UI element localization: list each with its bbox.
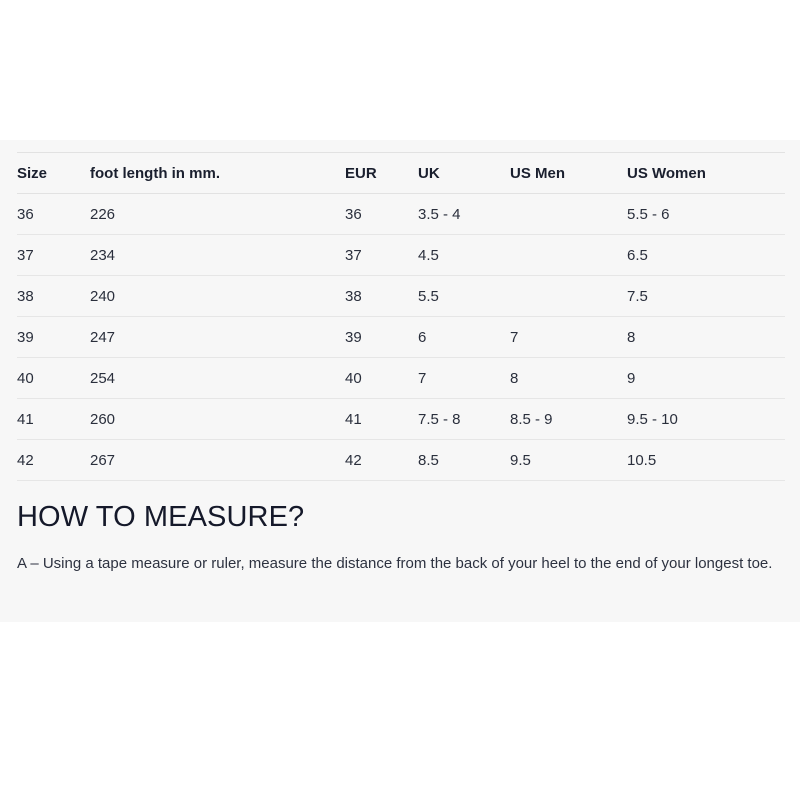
how-to-measure-heading: HOW TO MEASURE?	[17, 501, 305, 533]
cell-uk: 7	[418, 357, 510, 399]
table-row: 40 254 40 7 8 9	[17, 357, 785, 399]
cell-foot-length: 240	[90, 275, 345, 317]
cell-foot-length: 260	[90, 398, 345, 440]
cell-us-women: 10.5	[627, 439, 785, 481]
cell-eur: 41	[345, 398, 418, 440]
cell-us-men: 9.5	[510, 439, 627, 481]
cell-foot-length: 234	[90, 234, 345, 276]
cell-size: 42	[17, 439, 90, 481]
column-header-us-men: US Men	[510, 152, 627, 194]
cell-foot-length: 247	[90, 316, 345, 358]
cell-size: 36	[17, 193, 90, 235]
table-body: 36 226 36 3.5 - 4 5.5 - 6 37 234 37 4.5 …	[17, 193, 785, 481]
cell-eur: 36	[345, 193, 418, 235]
cell-eur: 40	[345, 357, 418, 399]
cell-us-women: 9.5 - 10	[627, 398, 785, 440]
cell-foot-length: 267	[90, 439, 345, 481]
content-inner: Size foot length in mm. EUR UK US Men US…	[17, 152, 785, 579]
cell-us-men	[510, 234, 627, 276]
cell-eur: 39	[345, 316, 418, 358]
cell-us-men	[510, 193, 627, 235]
content-panel: Size foot length in mm. EUR UK US Men US…	[0, 140, 800, 622]
cell-uk: 3.5 - 4	[418, 193, 510, 235]
cell-size: 38	[17, 275, 90, 317]
column-header-uk: UK	[418, 152, 510, 194]
cell-foot-length: 226	[90, 193, 345, 235]
cell-uk: 8.5	[418, 439, 510, 481]
cell-us-men: 8.5 - 9	[510, 398, 627, 440]
cell-uk: 6	[418, 316, 510, 358]
cell-eur: 42	[345, 439, 418, 481]
cell-us-men: 8	[510, 357, 627, 399]
cell-eur: 37	[345, 234, 418, 276]
table-header-row: Size foot length in mm. EUR UK US Men US…	[17, 152, 785, 194]
size-chart-table: Size foot length in mm. EUR UK US Men US…	[17, 152, 785, 481]
cell-foot-length: 254	[90, 357, 345, 399]
cell-uk: 4.5	[418, 234, 510, 276]
cell-size: 39	[17, 316, 90, 358]
how-to-measure-body: A – Using a tape measure or ruler, measu…	[17, 555, 773, 573]
cell-us-women: 6.5	[627, 234, 785, 276]
cell-eur: 38	[345, 275, 418, 317]
cell-size: 40	[17, 357, 90, 399]
cell-us-women: 9	[627, 357, 785, 399]
cell-us-men: 7	[510, 316, 627, 358]
table-row: 41 260 41 7.5 - 8 8.5 - 9 9.5 - 10	[17, 398, 785, 440]
column-header-foot-length: foot length in mm.	[90, 152, 345, 194]
column-header-eur: EUR	[345, 152, 418, 194]
cell-us-men	[510, 275, 627, 317]
cell-uk: 5.5	[418, 275, 510, 317]
cell-size: 41	[17, 398, 90, 440]
cell-us-women: 5.5 - 6	[627, 193, 785, 235]
cell-us-women: 8	[627, 316, 785, 358]
table-row: 39 247 39 6 7 8	[17, 316, 785, 358]
cell-us-women: 7.5	[627, 275, 785, 317]
table-row: 42 267 42 8.5 9.5 10.5	[17, 439, 785, 481]
table-header: Size foot length in mm. EUR UK US Men US…	[17, 152, 785, 194]
cell-uk: 7.5 - 8	[418, 398, 510, 440]
column-header-size: Size	[17, 152, 90, 194]
table-row: 38 240 38 5.5 7.5	[17, 275, 785, 317]
column-header-us-women: US Women	[627, 152, 785, 194]
table-row: 37 234 37 4.5 6.5	[17, 234, 785, 276]
table-row: 36 226 36 3.5 - 4 5.5 - 6	[17, 193, 785, 235]
cell-size: 37	[17, 234, 90, 276]
